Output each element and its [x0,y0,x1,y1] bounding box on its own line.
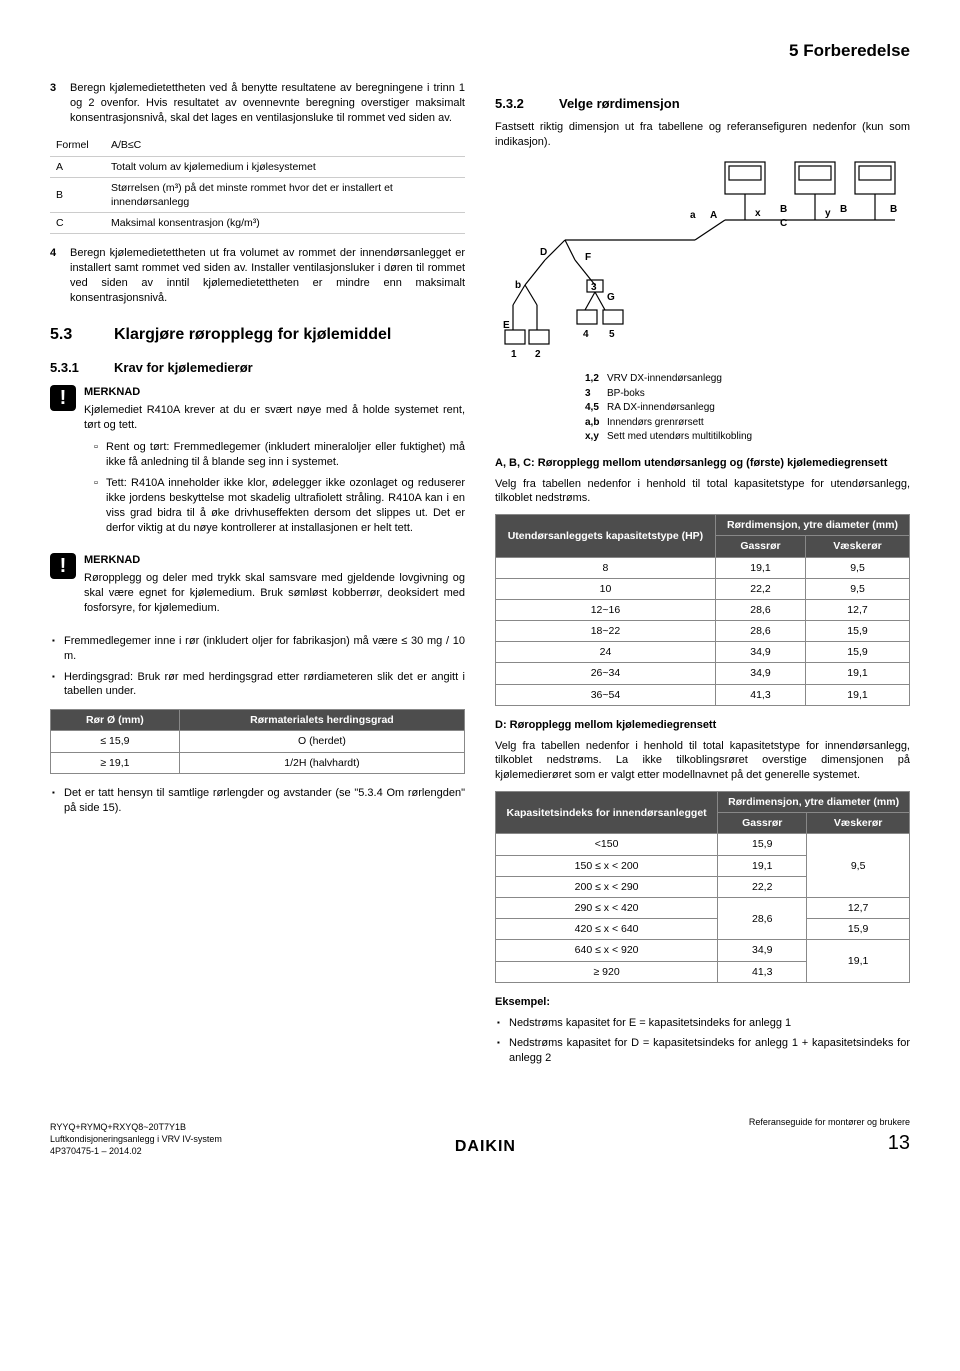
pipe-d-table: Kapasitetsindeks for innendørsanlegget R… [495,791,910,983]
right-column: 5.3.2 Velge rørdimensjon Fastsett riktig… [495,81,910,1076]
page-number: 13 [749,1130,910,1157]
list-item: Rent og tørt: Fremmedlegemer (inkludert … [106,440,465,470]
example-title: Eksempel: [495,995,910,1010]
svg-text:B: B [890,204,897,215]
list-item: Herdingsgrad: Bruk rør med herdingsgrad … [64,670,465,700]
svg-text:y: y [825,208,831,219]
step-number: 4 [50,246,62,305]
chapter-heading: 5 Forberedelse [50,40,910,63]
warning-icon: ! [50,553,76,579]
d-title: D: Røropplegg mellom kjølemediegrensett [495,718,910,733]
footer-docnum: 4P370475-1 – 2014.02 [50,1146,222,1158]
svg-text:2: 2 [535,349,541,360]
pipe-abc-table: Utendørsanleggets kapasitetstype (HP) Rø… [495,514,910,706]
list-item: Nedstrøms kapasitet for D = kapasitetsin… [509,1036,910,1066]
notice-2: ! MERKNAD Røropplegg og deler med trykk … [50,553,465,623]
formula-table: FormelA/B≤C ATotalt volum av kjølemedium… [50,135,465,234]
svg-text:G: G [607,292,615,303]
svg-text:5: 5 [609,329,615,340]
svg-text:1: 1 [511,349,517,360]
diagram-legend: 1,2VRV DX-innendørsanlegg 3BP-boks 4,5RA… [585,372,910,444]
notice-title: MERKNAD [84,385,465,400]
list-item: Det er tatt hensyn til samtlige rørlengd… [64,786,465,816]
svg-text:E: E [503,320,510,331]
heading-5-3-2: 5.3.2 Velge rørdimensjon [495,95,910,113]
left-column: 3 Beregn kjølemedietettheten ved å benyt… [50,81,465,1076]
step-text: Beregn kjølemedietettheten ut fra volume… [70,246,465,305]
list-item: Tett: R410A inneholder ikke klor, ødeleg… [106,476,465,535]
svg-text:C: C [780,218,787,229]
svg-text:4: 4 [583,329,589,340]
warning-icon: ! [50,385,76,411]
step-number: 3 [50,81,62,126]
step-text: Beregn kjølemedietettheten ved å benytte… [70,81,465,126]
list-item: Fremmedlegemer inne i rør (inkludert olj… [64,634,465,664]
step-3: 3 Beregn kjølemedietettheten ved å benyt… [50,81,465,126]
svg-text:F: F [585,252,591,263]
list-item: Nedstrøms kapasitet for E = kapasitetsin… [509,1016,910,1031]
svg-text:3: 3 [591,282,597,293]
svg-text:A: A [710,210,717,221]
notice-text: Røropplegg og deler med trykk skal samsv… [84,571,465,616]
svg-text:a: a [690,210,696,221]
notice-text: Kjølemediet R410A krever at du er svært … [84,403,465,433]
step-4: 4 Beregn kjølemedietettheten ut fra volu… [50,246,465,305]
notice-1: ! MERKNAD Kjølemediet R410A krever at du… [50,385,465,544]
page-footer: RYYQ+RYMQ+RXYQ8~20T7Y1B Luftkondisjoneri… [50,1106,910,1157]
d-text: Velg fra tabellen nedenfor i henhold til… [495,739,910,784]
heading-5-3: 5.3 Klargjøre røropplegg for kjølemiddel [50,324,465,346]
brand-logo: DAIKIN [455,1136,516,1158]
hardening-table: Rør Ø (mm)Rørmaterialets herdingsgrad ≤ … [50,709,465,774]
svg-text:x: x [755,208,761,219]
svg-text:B: B [840,204,847,215]
footer-system: Luftkondisjoneringsanlegg i VRV IV-syste… [50,1134,222,1146]
piping-diagram: a A x B C y B B D F b E G 3 1 2 4 [495,160,910,360]
notice-title: MERKNAD [84,553,465,568]
abc-title: A, B, C: Røropplegg mellom utendørsanleg… [495,456,910,471]
abc-text: Velg fra tabellen nedenfor i henhold til… [495,477,910,507]
svg-text:b: b [515,280,521,291]
footer-model: RYYQ+RYMQ+RXYQ8~20T7Y1B [50,1122,222,1134]
svg-text:D: D [540,247,547,258]
footer-doctype: Referanseguide for montører og brukere [749,1116,910,1128]
heading-5-3-1: 5.3.1 Krav for kjølemedierør [50,359,465,377]
intro-text: Fastsett riktig dimensjon ut fra tabelle… [495,120,910,150]
svg-text:B: B [780,204,787,215]
